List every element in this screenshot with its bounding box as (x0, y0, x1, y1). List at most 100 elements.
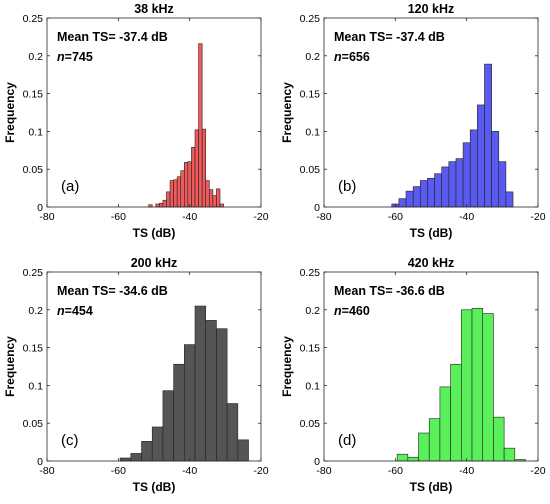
y-axis-label: Frequency (3, 82, 17, 143)
histogram-bar (187, 161, 192, 208)
y-axis-label: Frequency (280, 82, 294, 143)
x-tick-label: -60 (111, 211, 126, 223)
histogram-bar (205, 320, 217, 462)
x-tick-label: -60 (388, 211, 403, 223)
x-axis-label: TS (dB) (410, 226, 453, 240)
histogram-bar (184, 162, 189, 208)
y-tick-label: 0.2 (305, 51, 320, 63)
histogram-bar (216, 188, 221, 208)
histogram-bar (212, 195, 217, 208)
histogram-bar (482, 313, 494, 462)
y-tick-label: 0.1 (28, 126, 43, 138)
histogram-bar (173, 179, 178, 208)
histogram-bar (469, 129, 478, 208)
y-tick-label: 0.05 (23, 418, 44, 430)
y-tick-label: 0 (314, 202, 320, 214)
histogram-bar (237, 439, 249, 462)
x-tick-label: -20 (253, 211, 268, 223)
mean-ts-annotation: Mean TS= -34.6 dB (57, 284, 168, 298)
histogram-bar (448, 161, 457, 208)
histogram-bar (176, 176, 182, 208)
sample-size-annotation: n=454 (57, 304, 93, 318)
axes-box (323, 271, 539, 462)
histogram-bar (493, 416, 505, 462)
y-tick-label: 0.2 (28, 51, 43, 63)
x-tick-label: -60 (111, 465, 126, 477)
histogram-bar (155, 203, 160, 208)
histogram-bar (419, 180, 428, 208)
y-tick-label: 0.15 (300, 343, 321, 355)
histogram-bar (201, 128, 207, 208)
panel-label: (b) (338, 178, 356, 195)
histogram-bar (180, 170, 185, 208)
sample-size-symbol: n (334, 304, 342, 318)
y-tick-label: 0.2 (305, 305, 320, 317)
histogram-bar (418, 432, 430, 462)
y-tick-label: 0.15 (300, 89, 321, 101)
histogram-bar (471, 307, 484, 462)
histogram-bar (450, 363, 462, 462)
x-tick-label: -60 (388, 465, 403, 477)
histogram-bar (166, 191, 171, 208)
histogram-bar (428, 418, 441, 462)
histogram-bar (441, 166, 450, 208)
panel-label: (d) (338, 432, 356, 449)
chart-title: 38 kHz (134, 2, 174, 16)
x-tick-label: -20 (530, 211, 545, 223)
y-tick-label: 0 (314, 456, 320, 468)
x-tick-label: -40 (182, 465, 197, 477)
y-tick-label: 0 (37, 456, 43, 468)
y-tick-label: 0.05 (23, 164, 44, 176)
panel-label: (c) (61, 432, 79, 449)
histogram-bar (407, 456, 419, 462)
histogram-bar (461, 309, 473, 462)
chart-title: 200 kHz (131, 256, 178, 270)
x-tick-label: -80 (316, 211, 331, 223)
histogram-bar (405, 190, 414, 208)
histogram-panel: -80 -60 -40 -20 0 0.05 0.1 0.15 0.2 0.25 200 kHz TS… (3, 256, 269, 494)
x-tick-label: -20 (530, 465, 545, 477)
histogram-bar (159, 202, 164, 208)
histogram-bar (219, 203, 224, 208)
axes-box (46, 17, 262, 208)
y-tick-label: 0.1 (305, 380, 320, 392)
y-tick-label: 0 (37, 202, 43, 214)
histogram-bar (191, 146, 196, 208)
histogram-bar (439, 386, 451, 462)
mean-ts-annotation: Mean TS= -37.4 dB (334, 30, 445, 44)
sample-size-value: =656 (342, 50, 370, 64)
histogram-bar (434, 173, 443, 208)
sample-size-symbol: n (57, 304, 65, 318)
histogram-bar (503, 447, 516, 462)
histogram-bar (427, 177, 435, 208)
histogram-bar (491, 131, 500, 208)
y-tick-label: 0.1 (305, 126, 320, 138)
y-tick-label: 0.05 (300, 418, 321, 430)
x-tick-label: -40 (182, 211, 197, 223)
mean-ts-annotation: Mean TS= -37.4 dB (57, 30, 168, 44)
sample-size-value: =745 (65, 50, 93, 64)
histogram-panel: -80 -60 -40 -20 0 0.05 0.1 0.15 0.2 0.25 38 kHz TS … (3, 2, 269, 240)
chart-title: 420 kHz (408, 256, 455, 270)
y-tick-label: 0.25 (300, 267, 321, 279)
sample-size-annotation: n=745 (57, 50, 93, 64)
sample-size-symbol: n (334, 50, 342, 64)
x-tick-label: -40 (459, 211, 474, 223)
histogram-bar (162, 390, 174, 462)
histogram-panel: -80 -60 -40 -20 0 0.05 0.1 0.15 0.2 0.25 420 kHz TS… (280, 256, 546, 494)
histogram-bar (412, 186, 421, 208)
x-axis-label: TS (dB) (410, 480, 453, 494)
y-tick-label: 0.05 (300, 164, 321, 176)
chart-title: 120 kHz (408, 2, 455, 16)
y-tick-label: 0.25 (23, 267, 44, 279)
histogram-bar (396, 453, 409, 462)
panel-label: (a) (61, 178, 79, 195)
histogram-bar (505, 191, 514, 208)
sample-size-symbol: n (57, 50, 65, 64)
y-tick-label: 0.25 (23, 13, 44, 25)
x-tick-label: -80 (39, 211, 54, 223)
sample-size-annotation: n=656 (334, 50, 370, 64)
y-tick-label: 0.15 (23, 89, 44, 101)
